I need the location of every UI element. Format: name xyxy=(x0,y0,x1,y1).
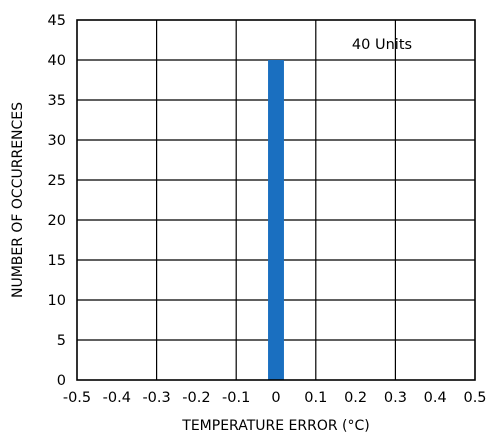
x-tick-label: -0.4 xyxy=(103,390,131,406)
bar xyxy=(268,60,284,380)
units-annotation: 40 Units xyxy=(352,37,412,53)
plot-frame xyxy=(76,19,476,381)
y-axis-title: NUMBER OF OCCURRENCES xyxy=(10,102,26,298)
x-tick-label: 0.5 xyxy=(463,390,486,406)
y-tick-label: 25 xyxy=(48,173,66,189)
x-axis-title: TEMPERATURE ERROR (°C) xyxy=(181,418,369,434)
y-tick-label: 35 xyxy=(48,93,66,109)
x-tick-label: -0.2 xyxy=(182,390,210,406)
bars xyxy=(268,60,284,380)
x-tick-label: 0.3 xyxy=(384,390,407,406)
y-tick-label: 5 xyxy=(57,333,66,349)
y-tick-label: 0 xyxy=(57,373,66,389)
x-tick-label: 0.4 xyxy=(424,390,447,406)
x-tick-labels: -0.5 -0.4 -0.3 -0.2 -0.1 0 0.1 0.2 0.3 0.4 0.5 xyxy=(63,390,487,406)
x-tick-label: -0.5 xyxy=(63,390,91,406)
x-tick-label: -0.3 xyxy=(142,390,170,406)
y-tick-label: 20 xyxy=(48,213,66,229)
y-tick-label: 40 xyxy=(48,53,66,69)
y-tick-label: 30 xyxy=(48,133,66,149)
x-tick-label: -0.1 xyxy=(222,390,250,406)
x-tick-label: 0.2 xyxy=(344,390,367,406)
y-tick-label: 45 xyxy=(48,13,66,29)
y-tick-labels: 0 5 10 15 20 25 30 35 40 45 xyxy=(48,13,66,389)
y-tick-label: 10 xyxy=(48,293,66,309)
x-tick-label: 0.1 xyxy=(304,390,327,406)
x-tick-label: 0 xyxy=(271,390,280,406)
y-tick-label: 15 xyxy=(48,253,66,269)
